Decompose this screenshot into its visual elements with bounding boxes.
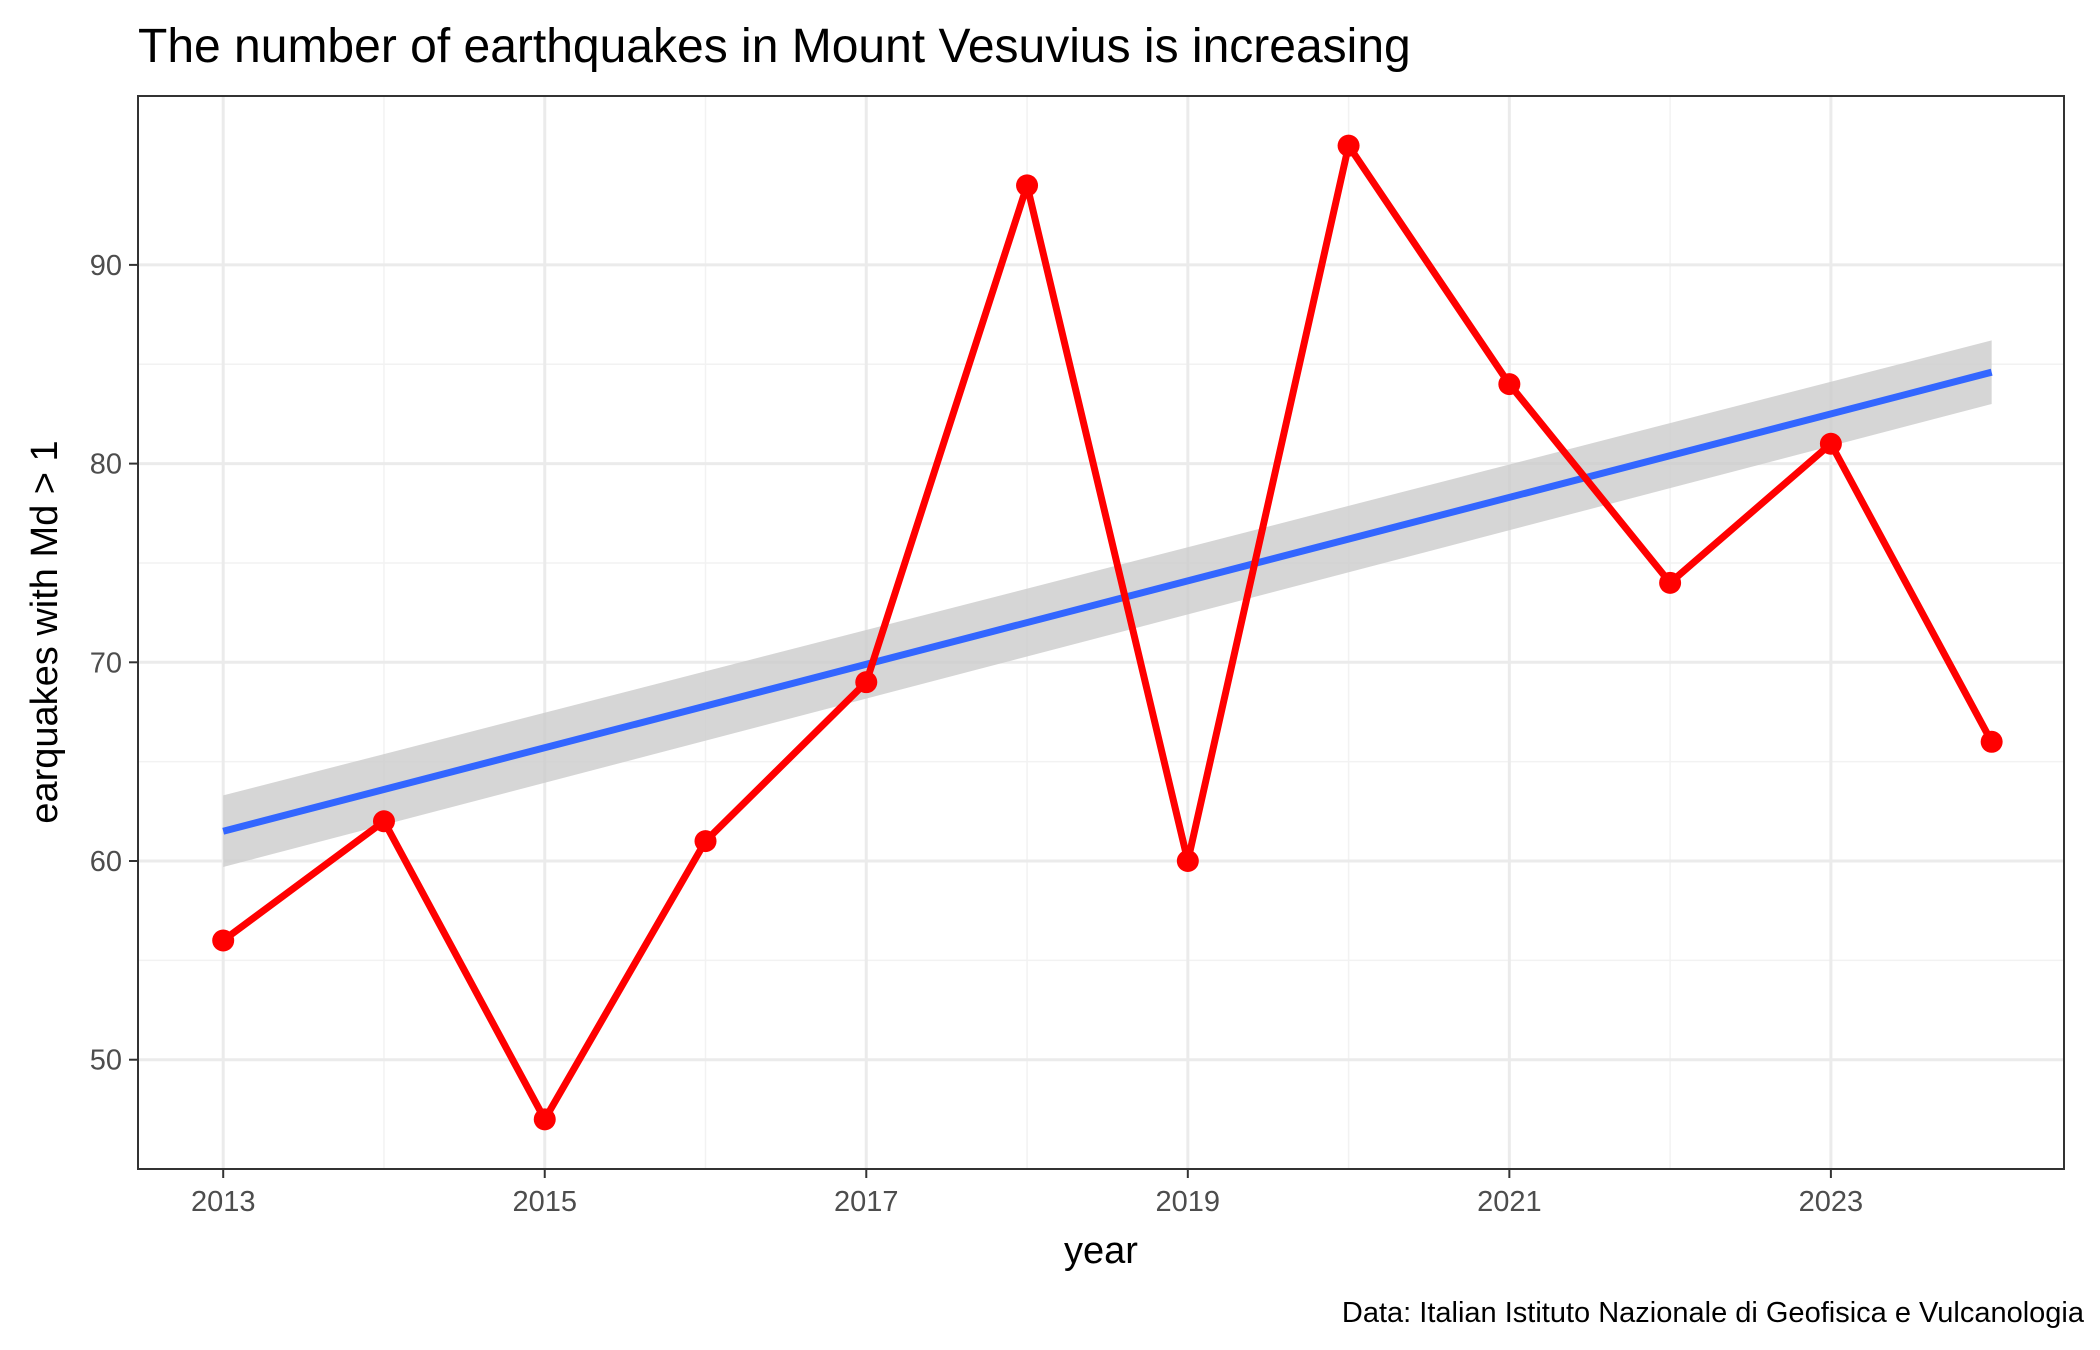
data-point	[1659, 571, 1682, 594]
x-tick-label: 2013	[191, 1186, 256, 1218]
x-tick-label: 2021	[1477, 1186, 1542, 1218]
y-tick-label: 60	[90, 846, 122, 878]
data-point	[694, 830, 717, 853]
chart-title: The number of earthquakes in Mount Vesuv…	[138, 20, 1411, 73]
y-tick-label: 50	[90, 1045, 122, 1077]
trend-line	[222, 368, 1993, 835]
x-tick-label: 2015	[512, 1186, 577, 1218]
data-point	[1498, 373, 1521, 396]
y-tick-label: 80	[90, 449, 122, 481]
x-axis-title: year	[1064, 1230, 1138, 1272]
data-point	[1337, 134, 1360, 157]
y-tick-label: 90	[90, 250, 122, 282]
y-axis-title: earquakes with Md > 1	[24, 440, 66, 823]
x-tick-label: 2019	[1156, 1186, 1221, 1218]
data-point	[1980, 730, 2003, 753]
data-point	[1819, 432, 1842, 455]
y-axis-ticks: 50 60 70 80 90	[90, 250, 138, 1077]
y-tick-label: 70	[90, 647, 122, 679]
data-point	[1176, 850, 1199, 873]
data-points	[212, 134, 2003, 1131]
data-point	[1016, 174, 1039, 197]
data-point	[533, 1108, 556, 1131]
x-axis-ticks: 2013 2015 2017 2019 2021 2023	[191, 1169, 1863, 1218]
data-point	[855, 671, 878, 694]
data-point	[212, 929, 235, 952]
panel-border	[137, 95, 2065, 1170]
x-tick-label: 2023	[1799, 1186, 1864, 1218]
data-point	[372, 810, 395, 833]
x-tick-label: 2017	[834, 1186, 899, 1218]
series-line	[221, 142, 1995, 1123]
chart-caption: Data: Italian Istituto Nazionale di Geof…	[1342, 1297, 2085, 1329]
